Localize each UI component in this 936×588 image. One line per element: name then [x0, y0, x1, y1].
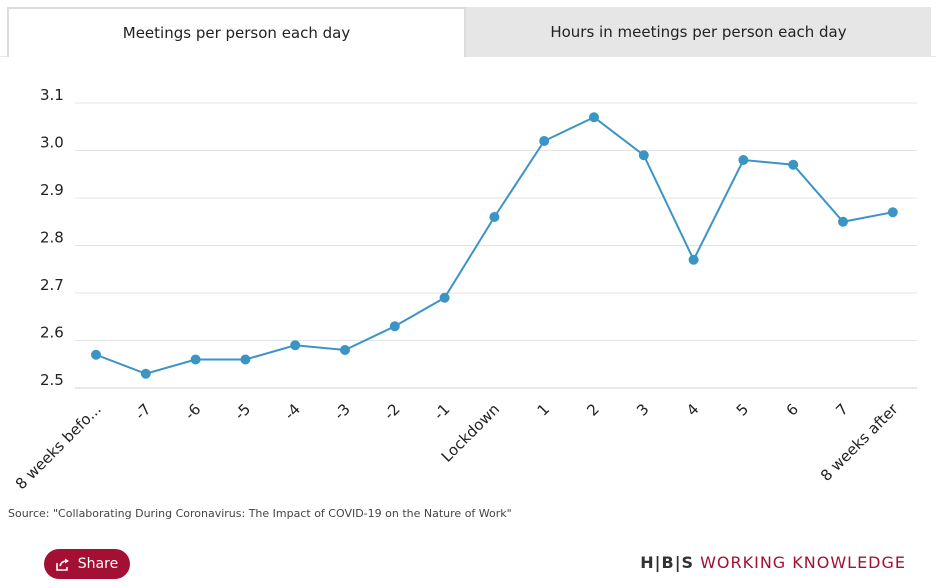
- data-point: [788, 159, 799, 170]
- source-note: Source: "Collaborating During Coronaviru…: [8, 507, 512, 520]
- share-icon: [55, 558, 69, 571]
- tab-meetings-per-person[interactable]: Meetings per person each day: [7, 7, 466, 57]
- data-point: [887, 207, 898, 218]
- x-tick-label: 8 weeks after: [817, 400, 902, 485]
- x-tick-label: 2: [583, 400, 602, 419]
- x-tick-label: -4: [281, 400, 304, 423]
- x-tick-label: 1: [534, 400, 553, 419]
- data-point: [638, 150, 649, 161]
- y-tick-label: 2.8: [40, 229, 64, 247]
- x-tick-label: -3: [331, 400, 354, 423]
- y-tick-label: 3.1: [40, 86, 64, 104]
- data-point: [489, 212, 500, 222]
- data-point: [389, 321, 400, 332]
- tab-bar: Meetings per person each day Hours in me…: [0, 7, 936, 57]
- data-point: [439, 292, 450, 303]
- data-point: [240, 354, 251, 365]
- hbs-working-knowledge-logo: H|B|S WORKING KNOWLEDGE: [640, 553, 906, 572]
- data-point: [290, 340, 301, 351]
- x-tick-label: 4: [683, 400, 702, 419]
- x-tick-label: 7: [832, 400, 851, 419]
- data-point: [91, 349, 101, 360]
- x-tick-label: 6: [783, 400, 802, 419]
- y-tick-label: 2.7: [40, 276, 64, 294]
- data-point: [539, 136, 550, 146]
- working-knowledge-logo-text: WORKING KNOWLEDGE: [700, 553, 906, 572]
- y-tick-label: 2.9: [40, 181, 64, 199]
- data-point: [140, 368, 151, 379]
- data-point: [340, 345, 350, 355]
- data-point: [838, 216, 848, 227]
- x-tick-label: 3: [633, 400, 652, 419]
- share-label: Share: [77, 556, 119, 572]
- x-tick-label: -1: [430, 400, 453, 423]
- x-tick-label: -7: [131, 400, 154, 423]
- share-button[interactable]: Share: [44, 549, 130, 579]
- y-tick-label: 3.0: [40, 134, 64, 152]
- x-tick-label: -5: [231, 400, 254, 423]
- hbs-logo-text: H|B|S: [640, 553, 695, 572]
- y-tick-label: 2.5: [40, 371, 64, 389]
- line-chart: 2.5 2.6 2.7 2.8 2.9 3.0 3.1 8 weeks befo... -7 -6…: [12, 86, 917, 493]
- tab-hours-in-meetings[interactable]: Hours in meetings per person each day: [466, 7, 931, 57]
- x-tick-label: 5: [733, 400, 752, 419]
- data-point: [688, 254, 699, 265]
- x-tick-label: -2: [380, 400, 403, 423]
- data-point: [589, 112, 599, 123]
- x-tick-label: 8 weeks befo...: [12, 400, 105, 493]
- y-tick-label: 2.6: [40, 324, 64, 342]
- data-point: [738, 155, 749, 165]
- x-tick-label: -6: [181, 400, 204, 423]
- data-point: [190, 354, 201, 365]
